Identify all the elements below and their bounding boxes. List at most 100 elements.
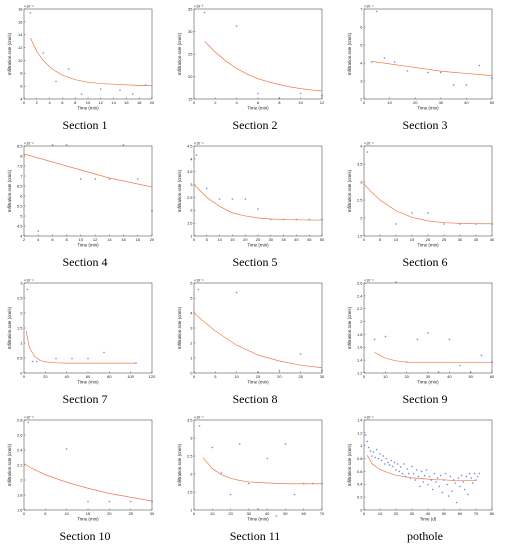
x-axis-label: Time (min) bbox=[77, 517, 99, 522]
x-tick-label: 0 bbox=[363, 237, 366, 242]
x-tick-label: 60 bbox=[86, 374, 91, 379]
x-tick-label: 10 bbox=[79, 237, 84, 242]
data-point: * bbox=[491, 361, 493, 366]
x-tick-label: 10 bbox=[217, 237, 222, 242]
data-point: * bbox=[81, 92, 83, 97]
data-point: * bbox=[68, 67, 70, 72]
chart-caption: Section 7 bbox=[62, 392, 108, 406]
x-tick-label: 20 bbox=[243, 237, 248, 242]
x-tick-label: 6 bbox=[51, 237, 54, 242]
chart-caption: Section 4 bbox=[62, 255, 108, 269]
y-tick-label: 5 bbox=[20, 213, 23, 218]
data-point: * bbox=[413, 472, 415, 477]
data-point: * bbox=[211, 446, 213, 451]
y-tick-label: 2.6 bbox=[17, 432, 23, 437]
x-tick-label: 30 bbox=[320, 374, 325, 379]
data-point: * bbox=[453, 84, 455, 89]
y-tick-label: 2 bbox=[360, 215, 363, 220]
y-tick-label: 4 bbox=[190, 310, 193, 315]
chart-panel: 0 10 20 30 40 50 2 3 4 5 6 7 ×10⁻⁴ Time (min) Infiltra… bbox=[340, 0, 510, 137]
y-tick-label: 2 bbox=[190, 208, 193, 213]
y-tick-label: 0.6 bbox=[357, 469, 363, 474]
x-tick-label: 5 bbox=[44, 511, 47, 516]
data-point: * bbox=[465, 84, 467, 89]
data-point: * bbox=[395, 280, 397, 285]
data-point: * bbox=[445, 472, 447, 477]
data-point: * bbox=[204, 11, 206, 16]
data-point: * bbox=[379, 453, 381, 458]
x-tick-label: 45 bbox=[307, 237, 312, 242]
data-point: * bbox=[36, 360, 38, 365]
x-tick-label: 15 bbox=[86, 511, 91, 516]
data-point: * bbox=[220, 471, 222, 476]
fit-curve bbox=[202, 457, 322, 485]
chart-svg: 0 5 10 15 20 25 30 1.6 1.8 2 2.2 2.4 2.6 2.8 ×10⁻⁴ Time… bbox=[7, 416, 155, 522]
data-point: * bbox=[248, 482, 250, 487]
x-tick-label: 50 bbox=[442, 511, 447, 516]
y-tick-label: 20 bbox=[188, 74, 193, 79]
y-tick-label: 1.2 bbox=[357, 430, 363, 435]
x-tick-label: 30 bbox=[269, 237, 274, 242]
chart-panel: 0 10 20 30 40 50 60 1.2 1.4 1.6 1.8 2 2.2 2.4 2.6 ×10⁻⁴… bbox=[340, 274, 510, 411]
y-tick-label: 5 bbox=[190, 295, 193, 300]
data-point: * bbox=[440, 71, 442, 76]
x-tick-label: 15 bbox=[256, 374, 261, 379]
data-point: * bbox=[440, 474, 442, 479]
y-tick-label: 1.5 bbox=[17, 325, 23, 330]
y-axis-label: Infiltration rate (cm/s) bbox=[7, 306, 12, 349]
y-tick-label: 2 bbox=[20, 310, 23, 315]
y-tick-label: 1 bbox=[190, 507, 193, 512]
data-point: * bbox=[446, 483, 448, 488]
data-point: * bbox=[278, 369, 280, 374]
data-point: * bbox=[411, 465, 413, 470]
data-point: * bbox=[443, 478, 445, 483]
y-axis-label: Infiltration rate (cm/s) bbox=[347, 32, 352, 75]
y-tick-label: 1.4 bbox=[357, 417, 363, 422]
y-tick-label: 0.5 bbox=[17, 355, 23, 360]
y-tick-label: 7 bbox=[360, 6, 363, 11]
x-tick-label: 2 bbox=[23, 237, 26, 242]
x-tick-label: 12 bbox=[320, 100, 325, 105]
y-tick-label: 4 bbox=[360, 143, 363, 148]
chart-caption: Section 8 bbox=[232, 392, 278, 406]
x-tick-label: 16 bbox=[121, 237, 126, 242]
data-point: * bbox=[457, 476, 459, 481]
y-tick-label: 4 bbox=[190, 156, 193, 161]
data-point: * bbox=[26, 288, 28, 293]
data-point: * bbox=[275, 515, 277, 520]
axis-multiplier: ×10⁻⁴ bbox=[364, 5, 374, 9]
x-tick-label: 14 bbox=[111, 100, 116, 105]
data-point: * bbox=[284, 443, 286, 448]
y-tick-label: 1.5 bbox=[357, 233, 363, 238]
data-point: * bbox=[55, 80, 57, 85]
chart-caption: Section 11 bbox=[229, 529, 281, 543]
x-tick-label: 0 bbox=[363, 100, 366, 105]
data-point: * bbox=[389, 464, 391, 469]
y-tick-label: 2 bbox=[360, 96, 363, 101]
data-point: * bbox=[384, 462, 386, 467]
plot-frame bbox=[363, 145, 493, 237]
axis-multiplier: ×10⁻⁴ bbox=[194, 142, 204, 146]
x-tick-label: 30 bbox=[426, 374, 431, 379]
plot-frame bbox=[23, 419, 153, 511]
data-point: * bbox=[470, 476, 472, 481]
data-point: * bbox=[427, 71, 429, 76]
data-point: * bbox=[321, 482, 323, 487]
data-point: * bbox=[321, 369, 323, 374]
x-tick-label: 0 bbox=[193, 511, 196, 516]
y-axis-label: Infiltration rate (cm/s) bbox=[7, 32, 12, 75]
y-tick-label: 1 bbox=[190, 355, 193, 360]
data-point: * bbox=[42, 51, 44, 56]
y-tick-label: 4 bbox=[360, 60, 363, 65]
y-axis-label: Infiltration rate (cm/s) bbox=[7, 443, 12, 486]
data-point: * bbox=[392, 465, 394, 470]
y-tick-label: 1 bbox=[20, 340, 23, 345]
data-point: * bbox=[467, 493, 469, 498]
y-tick-label: 0.8 bbox=[357, 456, 363, 461]
x-tick-label: 20 bbox=[228, 511, 233, 516]
chart-svg: 0 10 20 30 40 50 60 70 80 0 0.2 0.4 0.6 0.8 1 1.2 1.4 ×10… bbox=[347, 416, 495, 522]
data-point: * bbox=[321, 94, 323, 99]
data-point: * bbox=[454, 482, 456, 487]
y-tick-label: 3 bbox=[360, 78, 363, 83]
data-point: * bbox=[376, 10, 378, 15]
